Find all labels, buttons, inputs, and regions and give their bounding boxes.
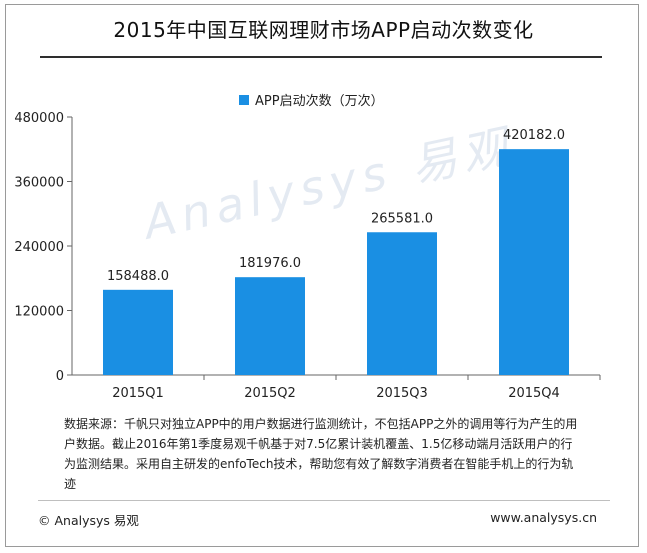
- y-tick-label: 240000: [14, 240, 64, 255]
- copyright-footer: © Analysys 易观: [38, 513, 139, 528]
- data-label: 181976.0: [239, 256, 301, 271]
- bar: [235, 277, 305, 375]
- x-tick-label: 2015Q2: [244, 386, 296, 401]
- y-tick-label: 120000: [14, 305, 64, 320]
- legend-swatch: [239, 94, 249, 105]
- legend-label: APP启动次数（万次）: [255, 94, 384, 109]
- data-label: 265581.0: [371, 211, 433, 226]
- y-tick-label: 360000: [14, 176, 64, 191]
- chart-title: 2015年中国互联网理财市场APP启动次数变化: [113, 18, 534, 42]
- x-tick-label: 2015Q3: [376, 386, 428, 401]
- y-tick-label: 0: [56, 369, 64, 384]
- legend: APP启动次数（万次）: [239, 90, 384, 109]
- x-tick-label: 2015Q4: [508, 386, 560, 401]
- y-tick-label: 480000: [14, 111, 64, 126]
- bar: [103, 289, 173, 375]
- data-label: 158488.0: [107, 269, 169, 284]
- title-underline: [40, 56, 602, 58]
- x-tick-label: 2015Q1: [112, 386, 164, 401]
- bar: [367, 232, 437, 375]
- website-footer: www.analysys.cn: [490, 510, 597, 525]
- source-note: 数据来源：千帆只对独立APP中的用户数据进行监测统计，不包括APP之外的调用等行…: [64, 417, 578, 491]
- bar: [499, 149, 569, 375]
- footer-divider: [38, 500, 610, 501]
- data-label: 420182.0: [503, 128, 565, 143]
